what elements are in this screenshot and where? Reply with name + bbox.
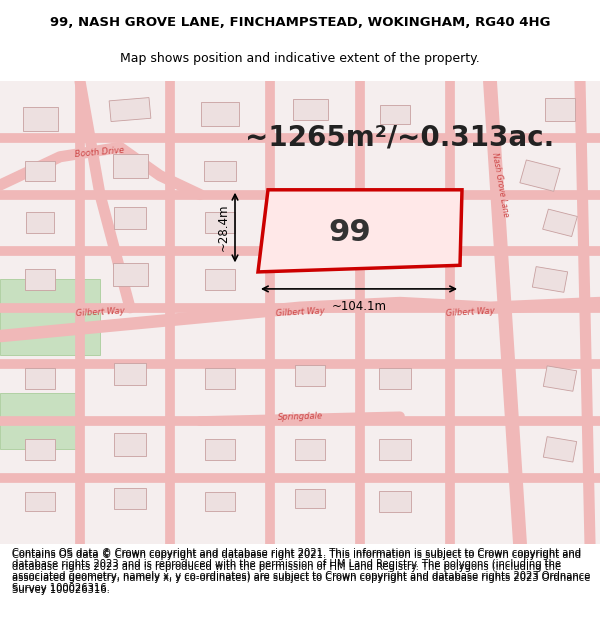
Bar (25, 492, 55, 511)
Bar (204, 161, 236, 181)
Bar (205, 269, 235, 290)
Bar (114, 488, 146, 509)
Polygon shape (258, 190, 462, 272)
Bar (544, 437, 577, 462)
Text: Booth Drive: Booth Drive (75, 146, 125, 159)
Bar (25, 269, 55, 290)
Bar (201, 102, 239, 126)
Text: Nash Grove Lane: Nash Grove Lane (490, 152, 510, 218)
Text: Contains OS data © Crown copyright and database right 2021. This information is : Contains OS data © Crown copyright and d… (12, 548, 590, 592)
Bar (205, 439, 235, 460)
Bar (26, 213, 54, 233)
Bar (25, 161, 55, 181)
Bar (114, 362, 146, 385)
Bar (380, 105, 410, 124)
Bar (205, 213, 235, 233)
Bar (113, 263, 148, 286)
Bar (545, 98, 575, 121)
Bar (520, 160, 560, 191)
Text: Contains OS data © Crown copyright and database right 2021. This information is : Contains OS data © Crown copyright and d… (12, 550, 590, 595)
Text: Gilbert Way: Gilbert Way (445, 307, 495, 318)
Bar (532, 267, 568, 292)
Bar (114, 207, 146, 229)
Bar (296, 208, 324, 229)
Text: Springdale: Springdale (277, 411, 323, 422)
Bar (295, 489, 325, 508)
Bar (542, 209, 577, 236)
Bar (295, 366, 325, 386)
Text: 99: 99 (329, 217, 371, 247)
Bar (379, 213, 411, 233)
Text: ~104.1m: ~104.1m (331, 300, 386, 313)
Text: Map shows position and indicative extent of the property.: Map shows position and indicative extent… (120, 52, 480, 65)
Bar (205, 368, 235, 389)
Bar (114, 433, 146, 456)
Bar (0, 279, 100, 355)
Bar (379, 439, 411, 460)
Bar (544, 366, 577, 391)
Bar (113, 154, 148, 178)
Text: Gilbert Way: Gilbert Way (275, 307, 325, 318)
Text: Gilbert Way: Gilbert Way (75, 307, 125, 318)
Text: ~28.4m: ~28.4m (217, 204, 230, 251)
Bar (293, 99, 328, 120)
Bar (25, 439, 55, 460)
Bar (379, 491, 411, 512)
Bar (379, 368, 411, 389)
Bar (295, 439, 325, 460)
Bar (23, 107, 58, 131)
Text: 99, NASH GROVE LANE, FINCHAMPSTEAD, WOKINGHAM, RG40 4HG: 99, NASH GROVE LANE, FINCHAMPSTEAD, WOKI… (50, 16, 550, 29)
Bar (25, 368, 55, 389)
Bar (109, 98, 151, 121)
Text: ~1265m²/~0.313ac.: ~1265m²/~0.313ac. (245, 124, 554, 152)
Bar (0, 392, 80, 449)
Bar (205, 492, 235, 511)
